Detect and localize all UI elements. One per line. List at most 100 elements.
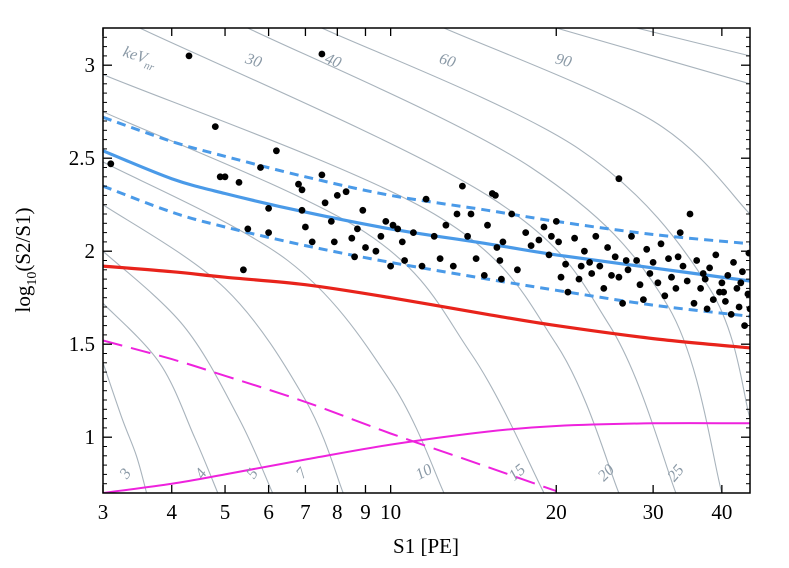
data-point	[615, 175, 623, 183]
data-point	[211, 123, 219, 130]
y-axis-title-rest: (S2/S1)	[11, 207, 35, 271]
data-point	[633, 257, 640, 264]
data-point	[686, 210, 694, 218]
data-point	[674, 253, 682, 261]
data-point	[735, 303, 743, 311]
data-point	[709, 296, 717, 303]
energy-contour-60	[443, 28, 750, 215]
data-point	[693, 257, 701, 264]
data-point	[257, 164, 264, 171]
data-point	[321, 199, 329, 207]
data-point	[436, 255, 444, 262]
data-point	[372, 247, 380, 255]
data-point	[359, 206, 367, 214]
data-point	[552, 218, 560, 225]
data-point	[683, 277, 691, 285]
series-er-band-median	[103, 149, 750, 283]
data-point	[327, 218, 335, 225]
y-axis-title-main: log	[11, 285, 35, 312]
data-point	[555, 238, 562, 246]
data-point	[697, 285, 704, 292]
data-point	[240, 266, 247, 274]
tick-layer: 3 4 5 6 7 8 9 10 20 30 40 1 1.5 2 2.5 3	[69, 27, 750, 524]
data-point	[449, 262, 457, 270]
energy-contour-20	[103, 73, 620, 493]
x-tick-label: 20	[546, 500, 567, 524]
data-point	[459, 182, 466, 190]
series-layer	[103, 115, 750, 493]
data-point	[480, 272, 488, 279]
data-point	[492, 192, 499, 199]
data-point	[701, 275, 709, 283]
series-magenta-solid	[103, 422, 750, 493]
data-point	[298, 186, 306, 194]
data-point	[575, 275, 583, 283]
series-er-band-upper	[103, 115, 750, 246]
data-point	[739, 268, 746, 276]
data-point	[453, 210, 461, 218]
data-point	[499, 238, 507, 246]
contour-label: 90	[553, 51, 573, 72]
data-point	[679, 262, 687, 270]
energy-contour-3	[103, 362, 148, 493]
data-point	[737, 279, 745, 287]
data-point	[596, 262, 604, 270]
data-point	[643, 245, 651, 253]
x-tick-label: 6	[263, 500, 274, 524]
data-point	[577, 262, 585, 270]
data-point	[496, 257, 504, 264]
data-point	[562, 260, 569, 268]
data-point	[608, 272, 615, 279]
data-point	[665, 255, 672, 262]
x-tick-label: 9	[360, 500, 371, 524]
data-point	[624, 266, 632, 274]
data-point	[467, 210, 475, 218]
y-tick-label: 3	[85, 53, 96, 77]
data-point	[295, 180, 302, 188]
data-point	[377, 232, 385, 240]
data-point	[394, 225, 402, 233]
data-point	[216, 173, 224, 181]
data-point	[722, 298, 729, 305]
data-point	[646, 270, 654, 277]
data-point	[333, 192, 341, 199]
data-point	[348, 234, 356, 242]
data-point	[615, 273, 623, 281]
data-point	[586, 259, 593, 266]
data-point	[592, 232, 600, 240]
data-point	[699, 270, 707, 277]
data-point	[535, 236, 543, 244]
data-point	[418, 262, 426, 270]
energy-contour-90	[556, 28, 750, 85]
data-point	[676, 229, 684, 237]
data-point	[720, 288, 727, 296]
data-point	[362, 244, 369, 251]
data-point	[398, 238, 406, 246]
data-point	[622, 257, 630, 264]
data-point	[442, 221, 450, 229]
data-point	[382, 218, 390, 225]
data-point	[401, 257, 408, 264]
data-point	[657, 240, 665, 248]
plot-background	[103, 28, 750, 493]
x-tick-label: 4	[166, 500, 177, 524]
data-point	[265, 229, 272, 237]
data-point	[298, 206, 306, 214]
data-point	[730, 259, 737, 266]
data-point	[636, 281, 644, 289]
data-point	[564, 288, 572, 296]
energy-contour-4	[103, 302, 219, 493]
data-point	[235, 179, 243, 186]
data-point	[718, 279, 726, 287]
data-point	[464, 232, 471, 240]
data-point	[571, 234, 578, 242]
energy-contour-12	[636, 28, 750, 57]
data-point	[493, 244, 501, 251]
data-point	[672, 285, 680, 292]
data-point	[244, 225, 252, 233]
data-point	[628, 232, 635, 240]
data-point	[527, 242, 535, 250]
series-er-band-lower	[103, 184, 750, 318]
data-point	[422, 195, 430, 203]
data-point	[706, 264, 713, 272]
